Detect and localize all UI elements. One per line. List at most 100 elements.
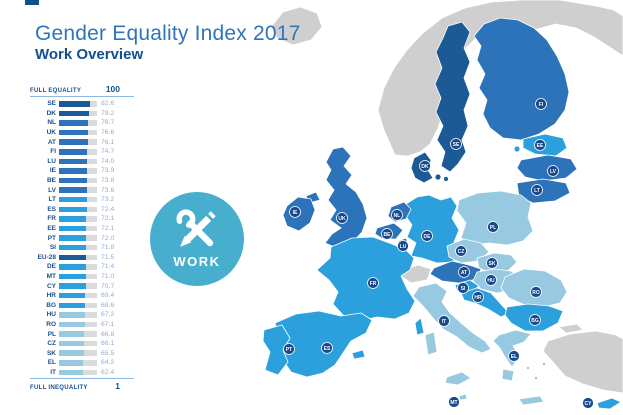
bar-row-nl: NL 76.7 (30, 118, 134, 128)
score-value: 71.0 (101, 272, 115, 280)
map-label-circle-it (438, 315, 450, 327)
country-code: CZ (47, 340, 56, 348)
bar-fill (59, 149, 88, 155)
map-label-circle-ie (289, 206, 301, 218)
country-code: ES (47, 205, 56, 213)
country-code: EU-28 (37, 253, 56, 261)
map-label-text-cz: CZ (458, 249, 465, 255)
map-island-balearics (351, 349, 366, 360)
score-value: 72.4 (101, 205, 115, 213)
bar-fill (59, 110, 90, 117)
country-code: LU (47, 157, 56, 165)
bar-fill (59, 120, 89, 126)
bar-row-at: AT 76.1 (30, 137, 134, 147)
map-label-circle-dk (419, 160, 431, 172)
full-inequality-footer: FULL INEQUALITY 1 (30, 381, 134, 392)
country-code: UK (46, 129, 56, 137)
map-label-circle-lt (531, 184, 543, 196)
score-value: 72.0 (101, 234, 115, 242)
score-value: 72.1 (101, 225, 115, 233)
score-value: 73.9 (101, 167, 115, 175)
bar-row-se: SE 82.6 (30, 99, 134, 109)
country-code: FI (50, 148, 56, 156)
bar-track (59, 244, 97, 251)
map-label-circle-nl (391, 209, 403, 221)
map-country-latvia (516, 154, 578, 182)
bar-row-pt: PT 72.0 (30, 233, 134, 243)
map-label-text-mt: MT (450, 400, 457, 406)
work-badge-label: WORK (173, 254, 221, 269)
bottom-rule (30, 378, 134, 380)
bar-fill (59, 302, 86, 309)
map-label-circle-si (457, 282, 469, 294)
map-island-funen (443, 176, 449, 182)
bar-row-fi: FI 74.7 (30, 147, 134, 157)
map-country-labels: SE FI EE LV LT DK IE UK NL BE LU DE PL CZ SK AT HU SI HR FR… (283, 98, 594, 409)
map-island-saaremaa (513, 145, 521, 153)
map-label-circle-de (421, 230, 433, 242)
country-code: CY (46, 282, 56, 290)
map-island-sicily (444, 371, 472, 386)
bar-row-cz: CZ 66.1 (30, 339, 134, 349)
score-bar-chart: FULL EQUALITY 100 SE 82.6 DK 79.2 NL 76.7 UK 76… (30, 84, 134, 392)
bar-fill (59, 283, 86, 289)
map-country-france (316, 236, 416, 322)
score-value: 76.1 (101, 138, 115, 146)
map-label-text-pt: PT (286, 347, 292, 353)
bar-track (59, 139, 97, 145)
bar-row-sk: SK 65.5 (30, 348, 134, 358)
map-label-circle-sk (486, 257, 498, 269)
bar-track (59, 206, 97, 213)
map-label-circle-pl (487, 221, 499, 233)
bar-track (59, 120, 97, 126)
bar-row-uk: UK 76.6 (30, 128, 134, 138)
bar-fill (59, 177, 87, 184)
country-code: SE (47, 100, 56, 108)
country-code: MT (46, 272, 56, 280)
map-label-circle-bg (529, 314, 541, 326)
bar-row-hr: HR 69.4 (30, 291, 134, 301)
map-label-text-de: DE (424, 234, 432, 240)
map-label-text-sk: SK (489, 261, 496, 267)
map-label-text-si: SI (461, 286, 466, 292)
bar-track (59, 101, 97, 107)
country-code: SK (46, 349, 56, 357)
map-label-text-se: SE (453, 142, 460, 148)
bar-row-lu: LU 74.0 (30, 157, 134, 167)
score-value: 65.5 (101, 349, 115, 357)
bar-row-it: IT 62.4 (30, 368, 134, 378)
map-country-croatia (460, 287, 510, 318)
map-label-circle-fi (535, 98, 547, 110)
country-code: EE (47, 225, 56, 233)
score-value: 82.6 (101, 100, 115, 108)
map-country-poland (456, 190, 534, 246)
map-label-text-it: IT (442, 319, 446, 325)
map-island-crete (518, 395, 545, 406)
page-title: Gender Equality Index 2017 (35, 22, 301, 45)
bar-row-dk: DK 79.2 (30, 109, 134, 119)
map-label-text-hu: HU (487, 278, 495, 284)
map-label-text-es: ES (324, 346, 331, 352)
country-code: BG (46, 301, 56, 309)
country-code: LV (48, 186, 56, 194)
full-inequality-label: FULL INEQUALITY (30, 385, 88, 392)
map-label-text-lu: LU (400, 244, 407, 250)
bar-fill (59, 264, 87, 270)
bar-track (59, 302, 97, 309)
map-label-text-fr: FR (370, 281, 377, 287)
map-label-text-bg: BG (531, 318, 539, 324)
map-label-circle-ro (530, 286, 542, 298)
bar-fill (59, 340, 85, 347)
bar-track (59, 264, 97, 270)
bar-row-fr: FR 72.1 (30, 214, 134, 224)
score-value: 73.6 (101, 186, 115, 194)
score-value: 76.6 (101, 129, 115, 137)
country-code: IE (49, 167, 56, 175)
score-value: 79.2 (101, 109, 115, 117)
score-value: 74.0 (101, 157, 115, 165)
map-country-malta (458, 393, 468, 401)
full-equality-header: FULL EQUALITY 100 (30, 84, 134, 95)
bar-row-ie: IE 73.9 (30, 166, 134, 176)
bar-track (59, 340, 97, 347)
